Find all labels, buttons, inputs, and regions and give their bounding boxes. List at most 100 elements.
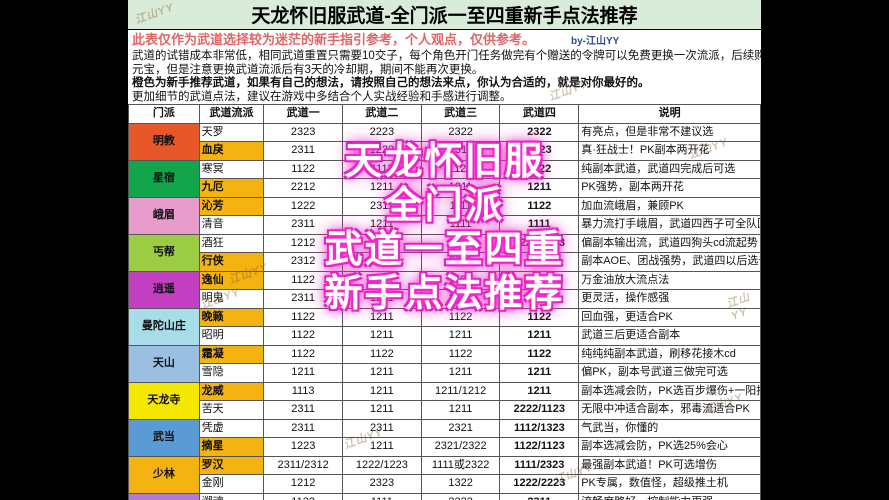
table-row: 丐帮 酒狂 1212 1222 1223 1222/1123 偏副本输出流，武道四狗头cd流… — [128, 233, 761, 272]
table-row: 雪隐 1211 1211 1211 1211 偏PK，副本号武道三做完可选 — [129, 363, 761, 383]
col-header-w4: 武道四 — [499, 104, 580, 124]
wudao2-cell: 1211 — [342, 437, 422, 457]
wudao2-cell: 1211 — [342, 178, 422, 198]
wudao1-cell: 1122 — [263, 326, 343, 346]
wudao2-cell: 1211 — [342, 307, 422, 328]
wudao2-cell: 2323 — [342, 474, 422, 494]
wudao1-cell: 1113 — [263, 381, 343, 402]
wudao4-cell: 1111 — [499, 215, 580, 235]
wudao1-cell: 1211 — [263, 363, 343, 383]
wudao2-cell: 1222 — [342, 233, 422, 254]
wudao2-cell: 2311 — [342, 418, 422, 439]
wudao4-cell: 2322 — [499, 252, 580, 272]
wudao2-cell: 1211 — [342, 381, 422, 402]
note-disclaimer-text: 此表仅作为武道选择较为迷茫的新手指引参考，个人观点，仅供参考。 — [132, 32, 536, 47]
style-cell: 凭虚 — [198, 418, 265, 439]
wudao4-cell: 1122 — [499, 270, 580, 291]
wudao2-cell: 1211 — [342, 400, 422, 420]
style-cell: 昭明 — [198, 326, 265, 346]
description-cell: PK强势，副本两开花 — [578, 178, 761, 198]
wudao2-cell: 2311 — [342, 196, 422, 217]
wudao1-cell: 2311 — [263, 141, 343, 161]
style-cell: 清音 — [198, 215, 265, 235]
style-cell: 沁芳 — [198, 196, 265, 217]
wudao3-cell: 1122 — [420, 307, 501, 328]
wudao4-cell: 1112/1323 — [499, 418, 580, 439]
wudao4-cell: 2223 — [499, 141, 580, 161]
wudao3-cell: 2311 — [420, 252, 501, 272]
description-cell: PK专属，数值怪，超级推土机 — [578, 474, 761, 494]
wudao2-cell: 1211 — [342, 363, 422, 383]
style-cell: 九厄 — [198, 178, 265, 198]
col-header-style: 武道流派 — [198, 104, 265, 124]
wudao1-cell: 2323 — [263, 122, 343, 143]
wudao3-cell: 1122 — [420, 270, 501, 291]
description-cell: 加血流峨眉，兼顾PK — [578, 196, 761, 217]
wudao3-cell: 1223 — [420, 233, 501, 254]
style-cell: 寒冥 — [198, 159, 265, 180]
sect-cell-少林: 少林 — [128, 455, 200, 494]
description-cell: 万金油放大流点法 — [578, 270, 761, 291]
sect-cell-峨眉: 峨眉 — [128, 196, 200, 235]
style-cell: 霜凝 — [198, 344, 265, 365]
note-line-2: 元宝，但是注意更换武道流派后有3天的冷却期，期间不能再次更换。 — [132, 63, 484, 76]
wudao3-cell: 1211 — [420, 363, 501, 383]
style-cell: 逸仙 — [198, 270, 265, 291]
table-row: 曼陀山庄 晚籁 1122 1211 1122 1122 回血强，更适合PK — [128, 307, 761, 346]
wudao-table: 门派 武道流派 武道一 武道二 武道三 武道四 说明 明教 天罗 2323 2223 2… — [128, 104, 761, 500]
style-cell: 明鬼 — [198, 289, 265, 309]
style-cell: 晚籁 — [198, 307, 265, 328]
wudao2-cell: 1222 — [342, 141, 422, 161]
wudao4-cell: 1211 — [499, 326, 580, 346]
description-cell: 气武当，你懂的 — [578, 418, 761, 439]
description-cell: 更灵活，操作感强 — [578, 289, 761, 309]
wudao4-cell: 1122 — [499, 196, 580, 217]
description-cell: 无限中冲适合副本，邪毒流适合PK — [578, 400, 761, 420]
sect-cell-逍遥: 逍遥 — [128, 270, 200, 309]
table-row: 明教 天罗 2323 2223 2322 2322 有亮点，但是非常不建议选 — [128, 122, 761, 161]
sect-cell-天龙寺: 天龙寺 — [128, 381, 200, 420]
table-row: 逍遥 逸仙 1122 1211 1122 1122 万金油放大流点法 — [128, 270, 761, 309]
table-row: 金刚 1212 2323 1322 1222/2223 PK专属，数值怪，超级推土机 — [129, 474, 761, 494]
wudao3-cell: 1211 — [420, 400, 501, 420]
table-row: 摘星 1223 1211 2321/2322 1122/1123 副本选减会防，PK选25… — [129, 437, 761, 457]
wudao1-cell: 2311 — [263, 418, 343, 439]
table-row: 昭明 1122 1211 1211 1211 武道三后更适合副本 — [129, 326, 761, 346]
wudao3-cell: 1211 — [420, 326, 501, 346]
wudao1-cell: 1122 — [263, 492, 343, 500]
wudao1-cell: 2311/2312 — [263, 455, 343, 476]
wudao1-cell: 1122 — [263, 344, 343, 365]
wudao4-cell: 2222/1123 — [499, 400, 580, 420]
description-cell: 偏PK，副本号武道三做完可选 — [578, 363, 761, 383]
wudao3-cell: 1211 — [420, 178, 501, 198]
description-cell: 偏副本输出流，武道四狗头cd流起势 — [578, 233, 761, 254]
wudao4-cell: 1122/1123 — [499, 437, 580, 457]
wudao1-cell: 2212 — [263, 178, 343, 198]
table-body: 明教 天罗 2323 2223 2322 2322 有亮点，但是非常不建议选 血戾 2311 12… — [128, 122, 761, 500]
wudao3-cell: 2311 — [420, 141, 501, 161]
wudao1-cell: 1222 — [263, 196, 343, 217]
description-cell: 暴力流打手峨眉，武道四西子可全队回血 — [578, 215, 761, 235]
wudao1-cell: 2312 — [263, 252, 343, 272]
wudao3-cell: 2322 — [420, 122, 501, 143]
wudao3-cell: 1122 — [420, 159, 501, 180]
note-line-1: 武道的试错成本非常低，相同武道重置只需要10交子，每个角色开门任务做完有个赠送的… — [132, 50, 761, 62]
wudao2-cell: 2223 — [342, 122, 422, 143]
wudao1-cell: 1122 — [263, 159, 343, 180]
description-cell: 最强副本武道！PK可选增伤 — [578, 455, 761, 476]
wudao3-cell: 1122 — [420, 344, 501, 365]
table-row: 恶人谷溯魂1122111122222311流畅度略好，控制能力更强 — [128, 492, 761, 500]
description-cell: 副本选减会防，PK选百步爆伤+一阳指 — [578, 381, 761, 402]
wudao3-cell: 2321 — [420, 418, 501, 439]
style-cell: 苦天 — [198, 400, 265, 420]
description-cell: 真·狂战士！PK副本两开花 — [578, 141, 761, 161]
sect-cell-曼陀山庄: 曼陀山庄 — [128, 307, 200, 346]
style-cell: 龙威 — [198, 381, 265, 402]
wudao4-cell: 1211 — [499, 363, 580, 383]
col-header-w1: 武道一 — [263, 104, 343, 124]
col-header-desc: 说明 — [578, 104, 761, 124]
table-row: 清音 2311 1211 1111 1111 暴力流打手峨眉，武道四西子可全队回血 — [129, 215, 761, 235]
sect-cell-星宿: 星宿 — [128, 159, 200, 198]
sect-cell-明教: 明教 — [128, 122, 200, 161]
